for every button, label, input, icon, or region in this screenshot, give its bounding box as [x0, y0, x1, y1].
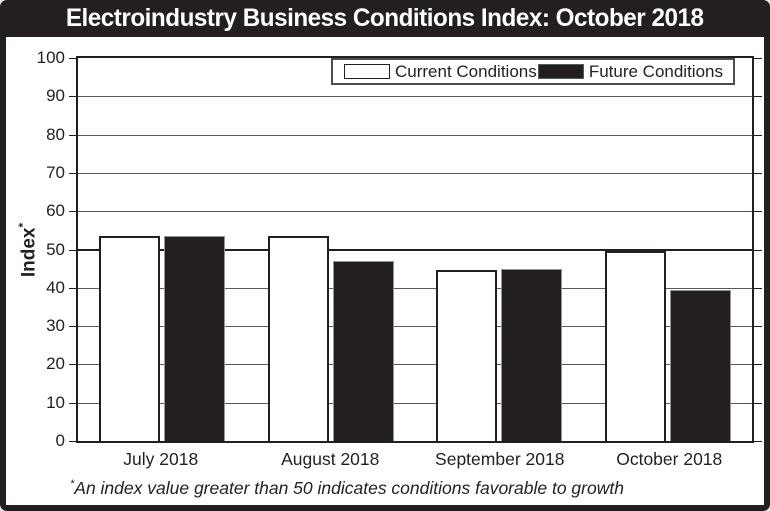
y-tick-label: 20 — [46, 354, 65, 374]
gridline — [78, 288, 752, 289]
y-tick-label: 30 — [46, 316, 65, 336]
y-tick-label: 40 — [46, 277, 65, 297]
legend-swatch-future-icon — [537, 64, 584, 79]
y-tick-label: 100 — [36, 48, 65, 67]
x-axis-label-august-2018: August 2018 — [281, 449, 380, 469]
y-tick-label: 70 — [46, 162, 65, 182]
y-tick-mark-right — [754, 58, 762, 59]
gridline — [78, 173, 752, 174]
x-axis-label-september-2018: September 2018 — [435, 449, 565, 469]
gridline — [78, 364, 752, 365]
y-tick-label: 60 — [46, 201, 65, 221]
y-tick-mark — [69, 288, 76, 289]
y-tick-mark — [69, 135, 76, 136]
bar-current-august-2018 — [268, 236, 329, 441]
y-tick-mark — [69, 173, 76, 174]
bar-current-july-2018 — [99, 236, 160, 441]
legend: Current Conditions Future Conditions — [331, 58, 735, 85]
x-axis-labels: July 2018 August 2018 September 2018 Octobe… — [76, 449, 754, 470]
y-tick-mark-right — [754, 173, 762, 174]
y-tick-mark-right — [754, 135, 762, 136]
chart-canvas: Index* 0 10 20 30 40 50 60 70 80 90 100 Current Co… — [5, 36, 765, 506]
footnote-text: An index value greater than 50 indicates… — [74, 478, 624, 498]
legend-item-current: Current Conditions — [344, 62, 537, 82]
y-tick-mark — [69, 364, 76, 365]
y-tick-mark — [69, 211, 76, 212]
bar-future-september-2018 — [501, 269, 562, 441]
y-tick-mark — [69, 96, 76, 97]
y-tick-mark-right — [754, 441, 762, 442]
y-tick-label: 50 — [46, 239, 65, 259]
gridline — [78, 403, 752, 404]
gridline — [78, 326, 752, 327]
bar-future-august-2018 — [333, 261, 394, 441]
plot-area — [76, 56, 754, 443]
reference-gridline-50 — [78, 249, 752, 251]
y-tick-label: 90 — [46, 86, 65, 106]
bar-current-september-2018 — [436, 270, 497, 441]
chart-title: Electroindustry Business Conditions Inde… — [66, 3, 704, 32]
y-tick-mark — [69, 441, 76, 442]
y-tick-mark-right — [754, 96, 762, 97]
y-tick-mark — [69, 250, 76, 251]
y-axis-right-ticks — [754, 56, 762, 443]
title-band: Electroindustry Business Conditions Inde… — [0, 0, 770, 36]
y-tick-mark-right — [754, 326, 762, 327]
y-tick-label: 0 — [55, 431, 65, 450]
footnote-asterisk: * — [70, 478, 75, 491]
x-axis-label-october-2018: October 2018 — [616, 449, 723, 469]
footnote: *An index value greater than 50 indicate… — [70, 478, 624, 499]
y-tick-mark-right — [754, 211, 762, 212]
y-tick-mark-right — [754, 364, 762, 365]
y-tick-mark — [69, 58, 76, 59]
y-axis: 0 10 20 30 40 50 60 70 80 90 100 — [6, 49, 76, 450]
gridline — [78, 135, 752, 136]
y-tick-label: 80 — [46, 124, 65, 144]
bar-future-july-2018 — [164, 236, 225, 441]
y-tick-mark — [69, 326, 76, 327]
legend-item-future: Future Conditions — [537, 61, 723, 82]
bar-current-october-2018 — [605, 251, 666, 441]
legend-label-current: Current Conditions — [395, 61, 537, 81]
gridline — [78, 96, 752, 97]
y-tick-mark-right — [754, 250, 762, 251]
legend-label-future: Future Conditions — [588, 61, 723, 81]
legend-swatch-current-icon — [344, 64, 390, 79]
bar-future-october-2018 — [670, 290, 731, 441]
y-tick-mark-right — [754, 288, 762, 289]
gridline — [78, 211, 752, 212]
y-tick-label: 10 — [46, 392, 65, 412]
x-axis-label-july-2018: July 2018 — [123, 449, 199, 469]
y-tick-mark — [69, 403, 76, 404]
y-tick-mark-right — [754, 403, 762, 404]
